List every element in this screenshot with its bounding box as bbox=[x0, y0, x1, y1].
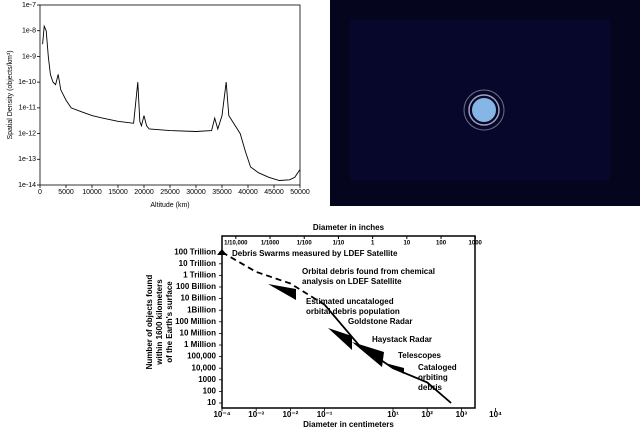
annotation: analysis on LDEF Satellite bbox=[302, 277, 402, 286]
y-tick-label: 1 Trillion bbox=[183, 271, 216, 280]
x2-axis-label: Diameter in inches bbox=[313, 223, 385, 232]
debris-ring bbox=[463, 89, 505, 131]
x-axis-label: Diameter in centimeters bbox=[303, 420, 394, 429]
y-tick-label: 100 Million bbox=[175, 317, 216, 326]
annotation: Estimated uncataloged bbox=[306, 297, 394, 306]
x2-tick-label: 1/1000 bbox=[261, 241, 280, 247]
x-tick-label: 10⁻¹ bbox=[317, 410, 333, 419]
series-line bbox=[221, 251, 326, 306]
wedge bbox=[328, 328, 352, 350]
debris-ring bbox=[468, 94, 500, 126]
x-tick-label: 15000 bbox=[108, 189, 128, 196]
x2-tick-label: 1 bbox=[371, 241, 375, 247]
x2-tick-label: 1/10 bbox=[333, 241, 345, 247]
series-line bbox=[42, 24, 301, 181]
y-tick-label: 1Billion bbox=[187, 305, 216, 314]
annotation: Debris Swarms measured by LDEF Satellite bbox=[232, 249, 398, 258]
x2-tick-label: 1/10,000 bbox=[224, 241, 248, 247]
y-axis-label: within 1600 kilometers bbox=[155, 279, 164, 366]
y-tick-label: 1e-11 bbox=[19, 105, 36, 112]
x-tick-label: 10⁻⁴ bbox=[213, 410, 230, 419]
x-tick-label: 10000 bbox=[82, 189, 102, 196]
x-tick-label: 35000 bbox=[212, 189, 232, 196]
y-axis-label: Spatial Density (objects/km³) bbox=[7, 50, 14, 139]
x2-tick-label: 1/100 bbox=[297, 241, 313, 247]
y-tick-label: 1e-10 bbox=[18, 79, 36, 86]
y-tick-label: 100 bbox=[203, 387, 217, 396]
y-axis-label: Number of objects found bbox=[145, 275, 154, 370]
y-tick-label: 10,000 bbox=[192, 363, 217, 372]
x-tick-label: 25000 bbox=[160, 189, 180, 196]
x-tick-label: 10⁴ bbox=[489, 410, 502, 419]
x-tick-label: 10¹ bbox=[387, 410, 399, 419]
y-tick-label: 1 Million bbox=[184, 340, 216, 349]
annotation: Haystack Radar bbox=[372, 335, 432, 344]
y-tick-label: 10 bbox=[207, 398, 216, 407]
annotation: Goldstone Radar bbox=[348, 317, 412, 326]
x-tick-label: 0 bbox=[38, 189, 42, 196]
x-tick-label: 20000 bbox=[134, 189, 154, 196]
y-tick-label: 10 Trillion bbox=[179, 259, 216, 268]
y-tick-label: 10 Billion bbox=[180, 294, 216, 303]
y-tick-label: 10 Million bbox=[180, 329, 217, 338]
chart-debris-size: 10⁻⁴ 10⁻³ 10⁻² 10⁻¹ 10¹ 10² 10³ 10⁴ 100 Trillion… bbox=[145, 223, 502, 429]
x-axis-label: Altitude (km) bbox=[150, 202, 189, 209]
wedge bbox=[352, 342, 384, 367]
annotation: debris bbox=[418, 383, 443, 392]
y-tick-label: 1e-12 bbox=[18, 130, 36, 137]
y-tick-label: 100 Trillion bbox=[174, 247, 216, 256]
x-tick-label: 50000 bbox=[290, 189, 310, 196]
y-tick-label: 100 Billion bbox=[176, 282, 216, 291]
chart-density: 0 5000 10000 15000 20000 25000 30000 35000 40000… bbox=[7, 2, 310, 209]
x-tick-label: 10² bbox=[421, 410, 433, 419]
y-tick-label: 1e-7 bbox=[22, 2, 36, 9]
x-tick-label: 40000 bbox=[238, 189, 258, 196]
x-tick-label: 5000 bbox=[58, 189, 74, 196]
x-tick-label: 10³ bbox=[456, 410, 468, 419]
x2-tick-label: 10 bbox=[403, 241, 410, 247]
annotation: orbiting bbox=[418, 373, 448, 382]
y-tick-label: 1e-14 bbox=[18, 182, 36, 189]
x-tick-label: 10⁻³ bbox=[248, 410, 264, 419]
y-axis-label: of the Earth's surface bbox=[165, 281, 174, 363]
earth bbox=[472, 98, 496, 122]
annotation: Orbital debris found from chemical bbox=[302, 267, 435, 276]
space-photo bbox=[330, 0, 640, 206]
series-line bbox=[323, 304, 452, 404]
annotation: Telescopes bbox=[398, 351, 442, 360]
annotation: orbital debris population bbox=[306, 307, 400, 316]
x-tick-label: 30000 bbox=[186, 189, 206, 196]
y-tick-label: 100,000 bbox=[187, 352, 216, 361]
wedge bbox=[268, 284, 296, 300]
y-tick-label: 1000 bbox=[198, 375, 216, 384]
x2-tick-label: 100 bbox=[436, 241, 447, 247]
y-tick-label: 1e-9 bbox=[22, 53, 36, 60]
annotation: Cataloged bbox=[418, 363, 457, 372]
y-tick-label: 1e-13 bbox=[18, 156, 36, 163]
x2-tick-label: 1000 bbox=[469, 241, 483, 247]
x-tick-label: 45000 bbox=[264, 189, 284, 196]
y-tick-label: 1e-8 bbox=[22, 28, 36, 35]
x-tick-label: 10⁻² bbox=[282, 410, 298, 419]
plot-frame bbox=[39, 4, 301, 186]
